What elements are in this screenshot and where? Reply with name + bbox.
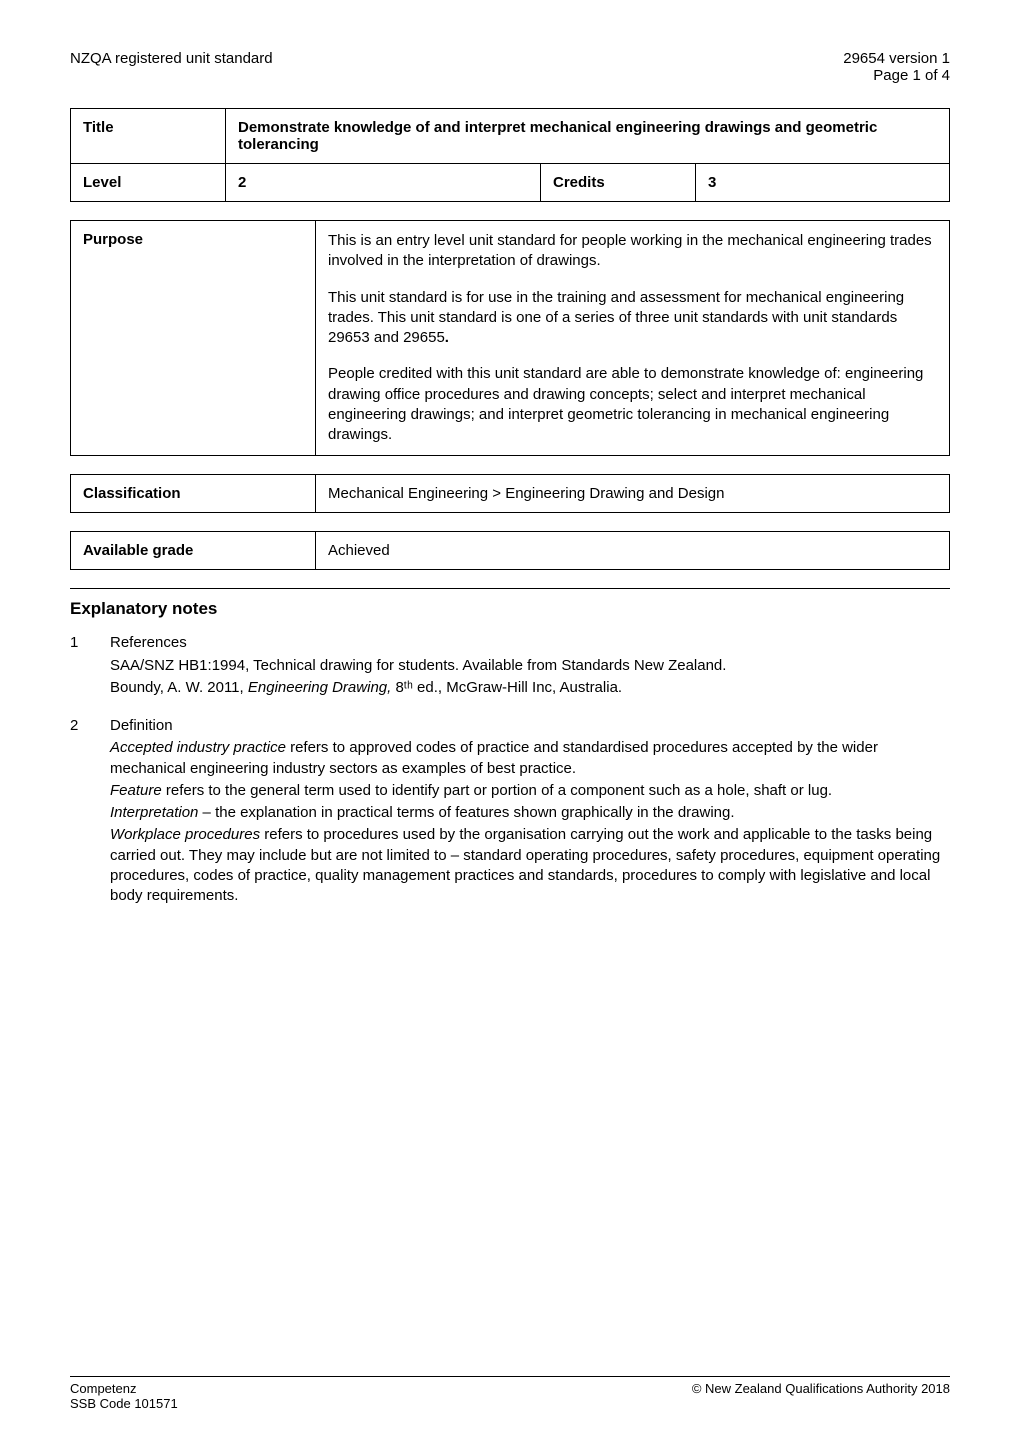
level-value: 2 — [226, 164, 541, 202]
level-credits-row: Level 2 Credits 3 — [71, 164, 950, 202]
note-2-def-1-term: Accepted industry practice — [110, 739, 286, 756]
note-1-line-2-italic: Engineering Drawing, — [248, 679, 391, 696]
title-level-credits-table: Title Demonstrate knowledge of and inter… — [70, 108, 950, 202]
explanatory-note-1: 1 References SAA/SNZ HB1:1994, Technical… — [70, 633, 950, 700]
note-1-line-2: Boundy, A. W. 2011, Engineering Drawing,… — [110, 678, 726, 698]
note-2-definition-2: Feature refers to the general term used … — [110, 781, 950, 801]
purpose-label: Purpose — [71, 221, 316, 456]
footer-left: Competenz SSB Code 101571 — [70, 1381, 178, 1411]
note-2-def-2-term: Feature — [110, 782, 162, 799]
title-row: Title Demonstrate knowledge of and inter… — [71, 109, 950, 164]
note-1-title: References — [110, 633, 726, 653]
purpose-body: This is an entry level unit standard for… — [316, 221, 950, 456]
classification-table: Classification Mechanical Engineering > … — [70, 474, 950, 513]
note-2-definition-3: Interpretation – the explanation in prac… — [110, 803, 950, 823]
title-label: Title — [71, 109, 226, 164]
classification-label: Classification — [71, 475, 316, 513]
header-left: NZQA registered unit standard — [70, 50, 273, 84]
page-header: NZQA registered unit standard 29654 vers… — [70, 50, 950, 84]
purpose-para-3: People credited with this unit standard … — [328, 364, 937, 445]
footer-ssb-code: SSB Code 101571 — [70, 1396, 178, 1411]
note-2-body: Definition Accepted industry practice re… — [110, 716, 950, 908]
page-footer: Competenz SSB Code 101571 © New Zealand … — [70, 1376, 950, 1411]
purpose-para-2-bold-period: . — [445, 329, 449, 346]
note-2-definition-1: Accepted industry practice refers to app… — [110, 738, 950, 779]
title-value: Demonstrate knowledge of and interpret m… — [226, 109, 950, 164]
credits-value: 3 — [696, 164, 950, 202]
note-2-def-3-text: – the explanation in practical terms of … — [198, 804, 734, 821]
note-2-def-2-text: refers to the general term used to ident… — [162, 782, 832, 799]
note-2-definition-4: Workplace procedures refers to procedure… — [110, 825, 950, 906]
explanatory-note-2: 2 Definition Accepted industry practice … — [70, 716, 950, 908]
header-right: 29654 version 1 Page 1 of 4 — [843, 50, 950, 84]
available-grade-value: Achieved — [316, 532, 950, 570]
note-1-line-2-post: 8ᵗʰ ed., McGraw-Hill Inc, Australia. — [391, 679, 622, 696]
header-page-number: Page 1 of 4 — [843, 67, 950, 84]
footer-separator — [70, 1376, 950, 1377]
note-2-title: Definition — [110, 716, 950, 736]
note-2-number: 2 — [70, 716, 110, 908]
note-2-def-3-term: Interpretation — [110, 804, 198, 821]
level-label: Level — [71, 164, 226, 202]
footer-right: © New Zealand Qualifications Authority 2… — [692, 1381, 950, 1411]
note-1-line-1: SAA/SNZ HB1:1994, Technical drawing for … — [110, 656, 726, 676]
purpose-para-2: This unit standard is for use in the tra… — [328, 288, 937, 349]
purpose-table: Purpose This is an entry level unit stan… — [70, 220, 950, 456]
classification-value: Mechanical Engineering > Engineering Dra… — [316, 475, 950, 513]
header-standard-version: 29654 version 1 — [843, 50, 950, 67]
credits-label: Credits — [541, 164, 696, 202]
purpose-para-2-text: This unit standard is for use in the tra… — [328, 289, 904, 347]
purpose-para-1: This is an entry level unit standard for… — [328, 231, 937, 272]
note-2-def-4-term: Workplace procedures — [110, 826, 260, 843]
available-grade-table: Available grade Achieved — [70, 531, 950, 570]
note-1-number: 1 — [70, 633, 110, 700]
note-1-body: References SAA/SNZ HB1:1994, Technical d… — [110, 633, 726, 700]
explanatory-notes-heading: Explanatory notes — [70, 599, 950, 619]
note-1-line-2-pre: Boundy, A. W. 2011, — [110, 679, 248, 696]
available-grade-label: Available grade — [71, 532, 316, 570]
horizontal-separator — [70, 588, 950, 589]
footer-org-name: Competenz — [70, 1381, 178, 1396]
